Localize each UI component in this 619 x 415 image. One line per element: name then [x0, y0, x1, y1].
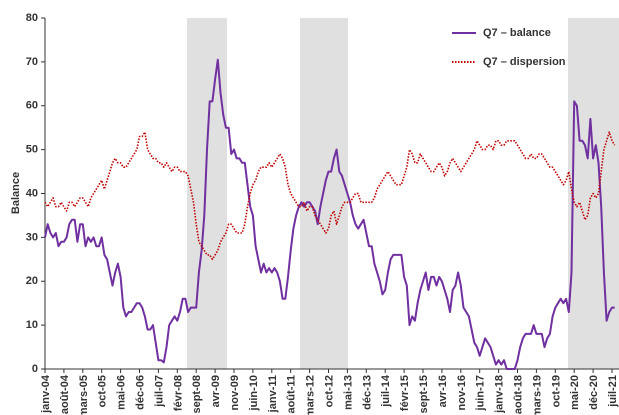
x-tick-label: août-11	[286, 375, 298, 414]
x-tick-label: oct-12	[324, 375, 336, 407]
x-tick-label: sept-15	[418, 375, 430, 414]
x-tick-label: déc-13	[361, 375, 373, 410]
x-tick-label: mai-20	[569, 375, 581, 410]
x-tick-label: févr-15	[399, 375, 411, 411]
y-tick-label: 40	[26, 187, 38, 199]
x-tick-label: mai-13	[342, 375, 354, 410]
x-tick-label: mai-06	[116, 375, 128, 410]
x-tick-label: mars-05	[78, 375, 90, 415]
x-tick-label: août-18	[513, 375, 525, 414]
x-tick-label: juin-17	[475, 375, 487, 411]
x-tick-label: juin-10	[248, 375, 260, 411]
x-tick-label: mars-19	[531, 375, 543, 415]
x-tick-label: mars-12	[305, 375, 317, 415]
series-line	[44, 131, 616, 261]
x-tick-label: juil-07	[153, 375, 165, 408]
y-tick-label: 50	[26, 144, 38, 156]
x-tick-label: oct-05	[97, 375, 109, 407]
x-tick-label: janv-04	[40, 374, 52, 414]
x-tick-label: nov-09	[229, 375, 241, 410]
x-tick-label: nov-16	[456, 375, 468, 410]
x-tick-label: août-04	[59, 374, 71, 414]
y-tick-label: 70	[26, 56, 38, 68]
x-tick-label: déc-06	[135, 375, 147, 410]
legend-label: Q7 – dispersion	[483, 56, 566, 68]
y-tick-label: 20	[26, 275, 38, 287]
y-tick-label: 0	[32, 363, 38, 375]
x-tick-label: févr-08	[172, 375, 184, 411]
y-tick-label: 10	[26, 319, 38, 331]
y-tick-label: 80	[26, 12, 38, 24]
x-tick-label: janv-18	[494, 375, 506, 414]
x-tick-label: janv-11	[267, 375, 279, 413]
shaded-period	[187, 18, 227, 369]
y-tick-label: 60	[26, 100, 38, 112]
x-tick-label: juil-21	[607, 375, 619, 408]
x-tick-label: avr-09	[210, 375, 222, 407]
legend-label: Q7 – balance	[483, 27, 551, 39]
x-tick-label: sept-08	[191, 375, 203, 414]
y-tick-label: 30	[26, 231, 38, 243]
x-tick-label: oct-19	[550, 375, 562, 407]
legend: Q7 – balance Q7 – dispersion	[452, 27, 566, 68]
x-tick-label: juil-14	[380, 374, 392, 408]
x-tick-label: avr-16	[437, 375, 449, 407]
x-tick-label: déc-20	[588, 375, 600, 410]
y-axis-label: Balance	[10, 172, 22, 214]
series-line	[44, 58, 615, 370]
